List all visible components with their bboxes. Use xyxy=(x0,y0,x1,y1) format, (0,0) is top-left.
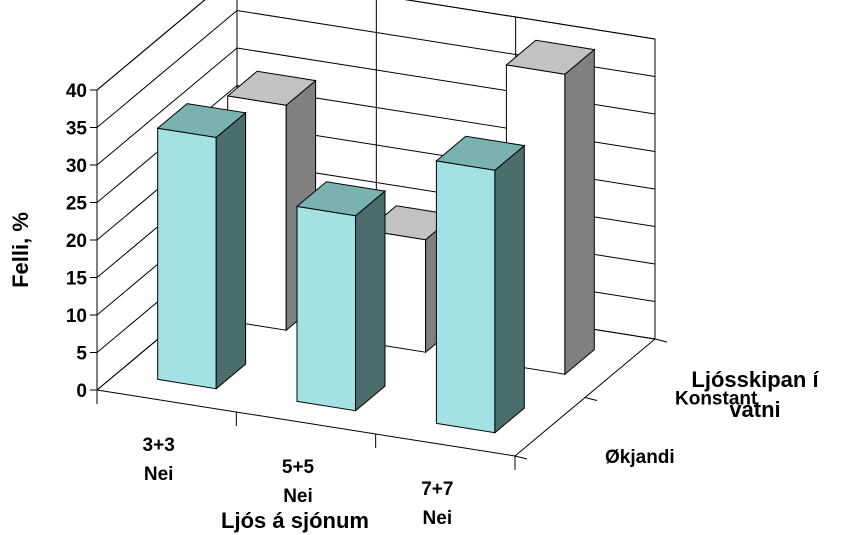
bar-top-face xyxy=(226,70,317,106)
depth-axis-title-line2: vatni xyxy=(729,397,780,422)
bar-top-face xyxy=(505,39,596,75)
bar-side-face xyxy=(355,190,386,412)
x-category-label: 3+3 xyxy=(143,435,175,456)
y-tick-label: 20 xyxy=(66,231,87,252)
y-tick-label: 5 xyxy=(76,344,87,365)
bar xyxy=(435,135,526,434)
x-axis-title: Ljós á sjónum xyxy=(221,508,369,533)
bar-top-face xyxy=(295,181,387,217)
y-tick-label: 15 xyxy=(66,269,88,290)
depth-category-label: Konstant xyxy=(675,388,758,409)
y-tick-label: 40 xyxy=(66,81,87,102)
x-category-label: Nei xyxy=(423,508,453,529)
x-category-labels: 3+3 Nei 5+5 Nei 7+7 Nei xyxy=(143,435,454,529)
depth-category-labels: Økjandi Konstant xyxy=(605,388,758,468)
bar-side-face xyxy=(494,144,525,434)
bar xyxy=(156,103,247,390)
y-axis-title: Felli, % xyxy=(8,212,33,288)
depth-tick-mark xyxy=(584,397,598,401)
x-category-label: Nei xyxy=(283,486,313,507)
floor-front-edge xyxy=(96,389,516,457)
depth-tick-mark xyxy=(514,455,528,460)
y-tick-label: 35 xyxy=(66,119,88,140)
bar-side-face xyxy=(564,48,595,376)
y-tick-label: 10 xyxy=(66,306,87,327)
x-category-label: 7+7 xyxy=(421,479,453,500)
gridline xyxy=(96,9,656,128)
bar-top-face xyxy=(435,135,526,171)
y-tick-label: 25 xyxy=(66,194,88,215)
bars xyxy=(156,39,596,434)
depth-tick-mark xyxy=(654,338,668,343)
y-tick-label: 0 xyxy=(76,381,87,402)
bar-front-face xyxy=(435,160,496,434)
bar-top-face xyxy=(156,103,247,138)
gridline xyxy=(96,0,656,91)
bar-front-face xyxy=(157,127,217,390)
bar-side-face xyxy=(215,111,247,390)
y-tick-labels: 0 5 10 15 20 25 30 35 40 xyxy=(66,81,88,402)
y-tick-label: 30 xyxy=(66,156,87,177)
depth-category-label: Økjandi xyxy=(605,447,675,468)
bar xyxy=(295,181,387,412)
bar-front-face xyxy=(296,205,357,412)
x-category-label: Nei xyxy=(144,464,174,485)
depth-axis-title-line1: Ljósskipan í xyxy=(691,367,819,392)
x-category-label: 5+5 xyxy=(282,457,315,478)
